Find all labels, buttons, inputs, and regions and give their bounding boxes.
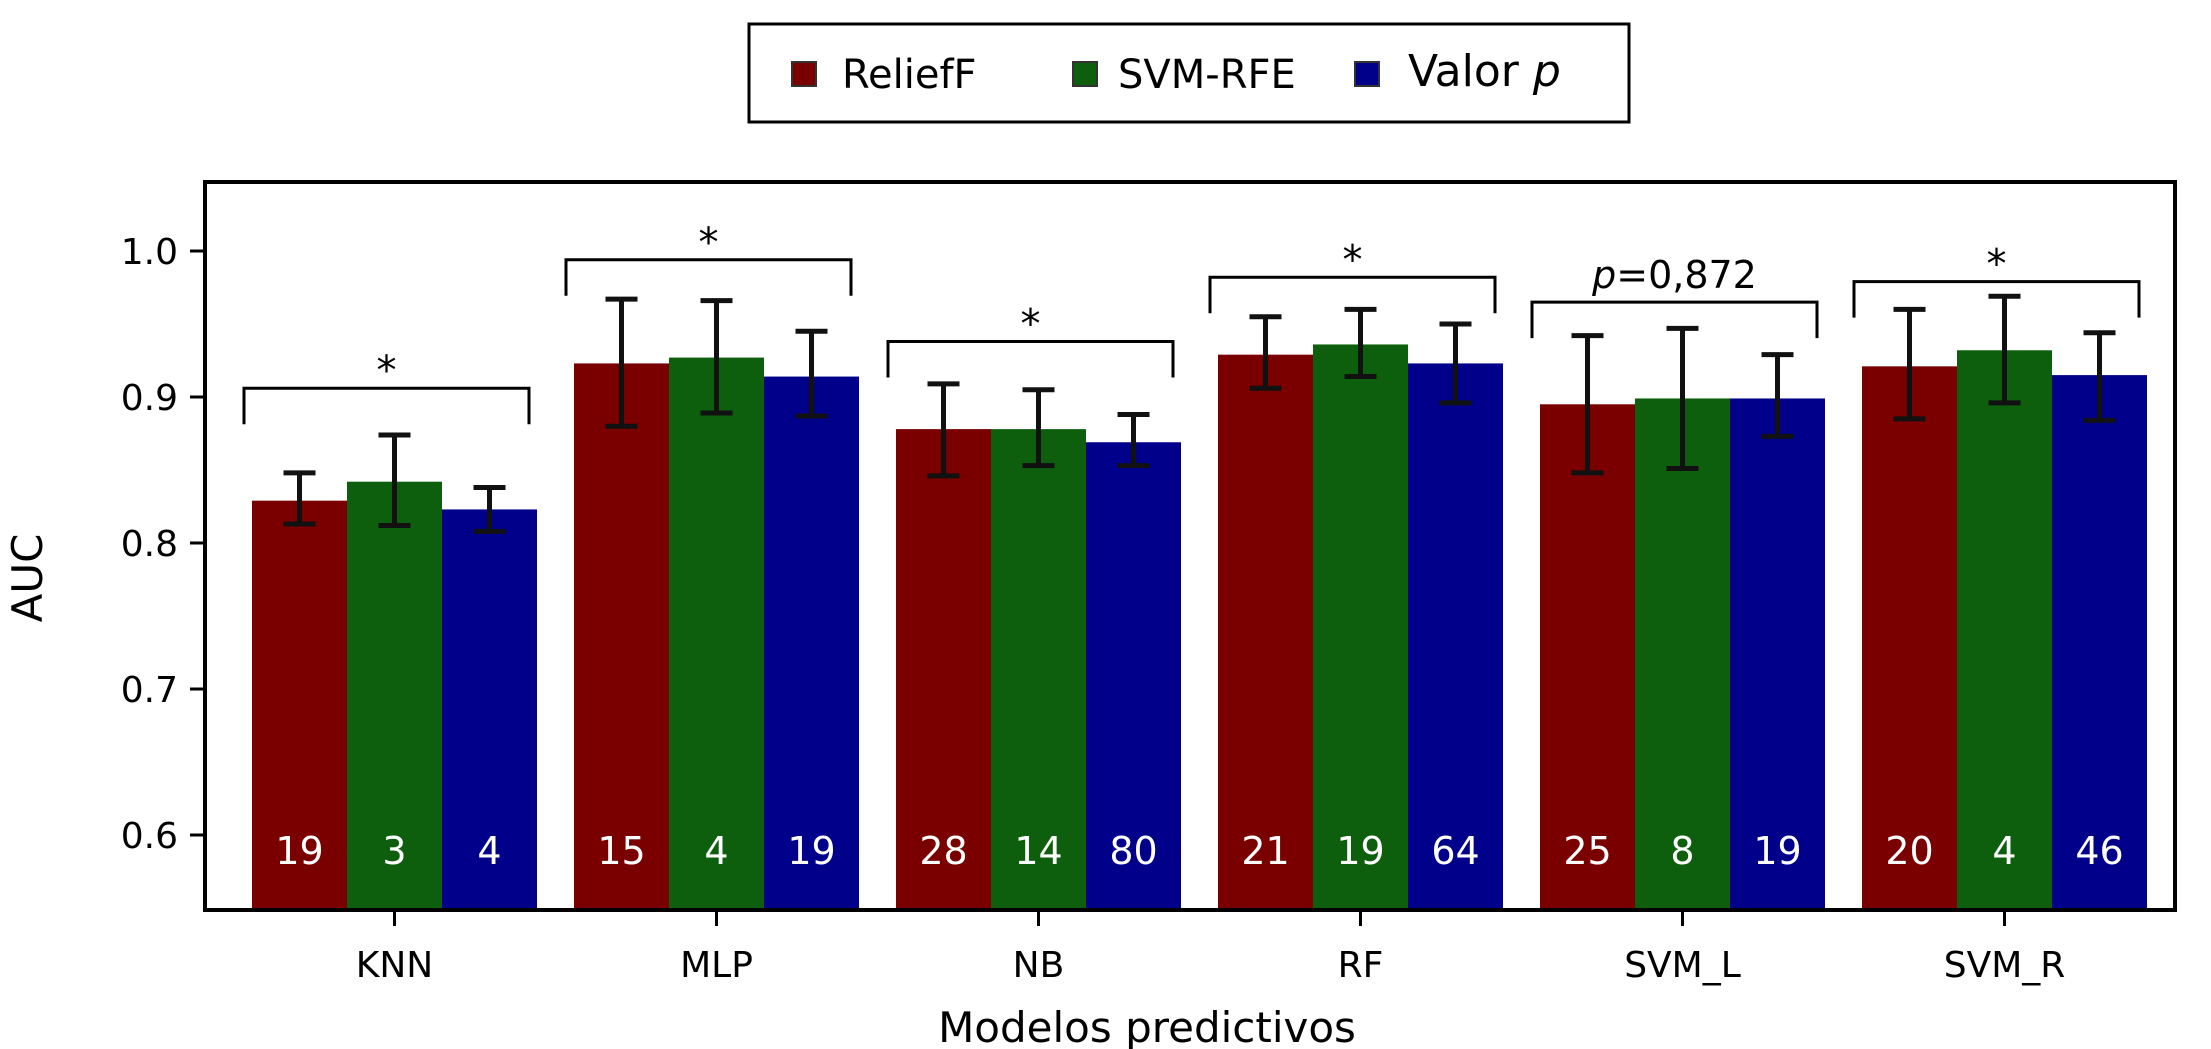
- count-label-svm-l-valor-p: 19: [1753, 829, 1801, 873]
- count-label-knn-relieff: 19: [275, 829, 323, 873]
- bar-knn-svm-rfe: [347, 481, 442, 908]
- x-tick-label-nb: NB: [1013, 945, 1065, 986]
- bar-knn-valor-p: [442, 509, 537, 908]
- bracket-knn: [242, 386, 531, 425]
- legend-swatch-svm-rfe: [1072, 61, 1098, 87]
- bar-rf-svm-rfe: [1313, 344, 1408, 908]
- bracket-svm-r: [1852, 280, 2141, 318]
- bar-rf-relieff: [1218, 354, 1313, 908]
- y-tick-label: 0.8: [121, 524, 178, 565]
- count-label-mlp-svm-rfe: 4: [704, 829, 728, 873]
- bar-rf-valor-p: [1408, 363, 1503, 908]
- count-label-svm-r-svm-rfe: 4: [1992, 829, 2016, 873]
- count-label-rf-svm-rfe: 19: [1336, 829, 1384, 873]
- bar-svm-l-svm-rfe: [1635, 398, 1730, 908]
- x-tick-label-rf: RF: [1338, 945, 1384, 986]
- legend-label-svm-rfe: SVM-RFE: [1118, 52, 1296, 98]
- x-tick-label-knn: KNN: [356, 945, 433, 986]
- count-label-rf-relieff: 21: [1241, 829, 1289, 873]
- count-label-nb-relieff: 28: [919, 829, 967, 873]
- legend-swatch-relieff: [791, 61, 817, 87]
- legend: ReliefF SVM-RFE Valor p: [747, 22, 1631, 124]
- y-tick-label: 0.7: [121, 670, 178, 711]
- count-label-rf-valor-p: 64: [1431, 829, 1479, 873]
- bracket-label-nb: *: [1021, 302, 1041, 348]
- bar-svm-l-relieff: [1540, 404, 1635, 908]
- legend-label-relieff: ReliefF: [842, 52, 977, 98]
- count-label-svm-l-svm-rfe: 8: [1670, 829, 1694, 873]
- bar-nb-svm-rfe: [991, 429, 1086, 908]
- count-label-nb-svm-rfe: 14: [1014, 829, 1062, 873]
- count-label-nb-valor-p: 80: [1109, 829, 1157, 873]
- count-label-svm-r-relieff: 20: [1885, 829, 1933, 873]
- bar-nb-valor-p: [1086, 442, 1181, 908]
- y-axis-title: AUC: [3, 534, 52, 623]
- plot-frame: [203, 180, 2177, 912]
- bracket-label-rf: *: [1343, 237, 1363, 283]
- bar-svm-l-valor-p: [1730, 398, 1825, 908]
- count-label-svm-r-valor-p: 46: [2075, 829, 2123, 873]
- x-tick-label-svm-r: SVM_R: [1944, 945, 2066, 986]
- y-tick-label: 0.6: [121, 816, 178, 857]
- bracket-svm-l: [1530, 300, 1819, 339]
- x-tick-label-mlp: MLP: [680, 945, 753, 986]
- x-axis: KNN MLP NB RF SVM_L SVM_R: [356, 910, 2066, 986]
- count-label-knn-svm-rfe: 3: [382, 829, 406, 873]
- bar-svm-r-relieff: [1862, 366, 1957, 909]
- count-label-mlp-relieff: 15: [597, 829, 645, 873]
- bar-svm-r-svm-rfe: [1957, 350, 2052, 908]
- bracket-label-svm-l: p=0,872: [1591, 253, 1757, 297]
- bracket-nb: [886, 340, 1175, 378]
- significance-brackets: * * * * p=0,872 *: [242, 220, 2141, 425]
- x-tick-label-svm-l: SVM_L: [1624, 945, 1741, 986]
- legend-swatch-valor-p: [1354, 61, 1380, 87]
- count-labels: 19 3 4 15 4 19 28 14 80 21 19 64 25 8 19 20 4 46: [275, 829, 2123, 873]
- legend-label-valor-p: Valor p: [1408, 46, 1561, 97]
- bracket-label-knn: *: [377, 348, 397, 394]
- bar-mlp-relieff: [574, 363, 669, 908]
- bars: [252, 344, 2147, 909]
- bracket-label-mlp: *: [699, 220, 719, 266]
- y-tick-label: 0.9: [121, 378, 178, 419]
- bar-mlp-valor-p: [764, 376, 859, 908]
- bar-svm-r-valor-p: [2052, 375, 2147, 909]
- bar-knn-relieff: [252, 500, 347, 908]
- y-axis: 0.6 0.7 0.8 0.9 1.0: [121, 232, 205, 857]
- x-axis-title: Modelos predictivos: [938, 1003, 1356, 1049]
- y-tick-label: 1.0: [121, 232, 178, 273]
- bracket-rf: [1208, 275, 1497, 314]
- error-bars: [283, 293, 2116, 534]
- legend-box: [747, 22, 1631, 124]
- bracket-label-svm-r: *: [1987, 242, 2007, 288]
- bracket-mlp: [564, 258, 853, 296]
- bar-mlp-svm-rfe: [669, 357, 764, 909]
- count-label-mlp-valor-p: 19: [787, 829, 835, 873]
- bar-nb-relieff: [896, 429, 991, 908]
- count-label-knn-valor-p: 4: [477, 829, 501, 873]
- count-label-svm-l-relieff: 25: [1563, 829, 1611, 873]
